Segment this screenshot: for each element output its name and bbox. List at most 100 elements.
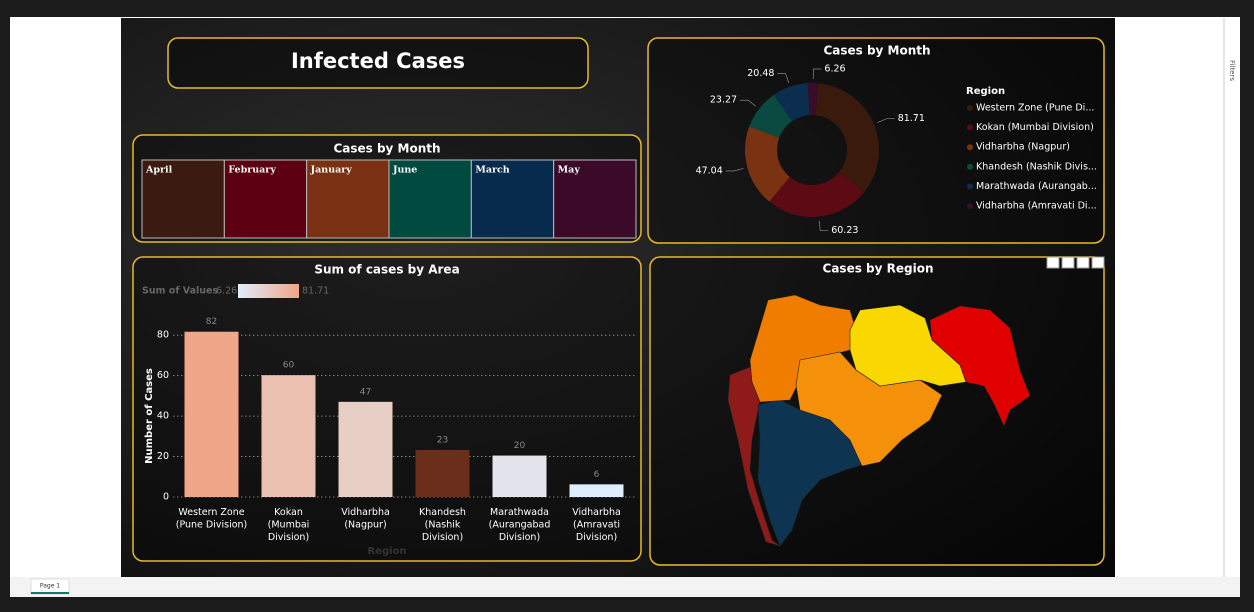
- x-tick-label: Western Zone (Pune Division): [176, 507, 248, 531]
- dashboard-title: Infected Cases: [291, 49, 465, 73]
- color-scale-bar: [238, 284, 299, 298]
- map-region[interactable]: [929, 305, 1031, 427]
- leader-line: [740, 99, 757, 107]
- data-label: 60.23: [831, 225, 858, 236]
- tile-label: May: [558, 165, 581, 176]
- leader-line: [777, 73, 790, 84]
- toolbar-button[interactable]: [1061, 256, 1075, 269]
- legend-marker: [967, 124, 973, 131]
- legend-label: Marathwada (Aurangab...: [976, 181, 1097, 192]
- x-tick-label-line: (Nagpur): [344, 519, 386, 530]
- bar: [569, 484, 624, 497]
- x-tick-label-line: Marathwada: [490, 507, 549, 518]
- bar: [415, 449, 470, 497]
- data-label: 60: [283, 361, 295, 371]
- leader-line: [877, 118, 895, 123]
- toolbar-button[interactable]: [1091, 256, 1105, 269]
- legend-marker: [967, 105, 973, 111]
- bar: [338, 401, 393, 497]
- legend-marker: [967, 144, 973, 151]
- toolbar-button[interactable]: [1046, 256, 1060, 269]
- y-tick-label: 80: [157, 330, 169, 341]
- x-tick-label-line: Western Zone: [178, 507, 244, 518]
- legend-marker: [967, 163, 973, 170]
- x-tick-label-line: (Nashik: [425, 519, 461, 530]
- tile: [553, 159, 637, 239]
- bar: [492, 455, 547, 497]
- legend-label: Vidharbha (Amravati Di...: [976, 201, 1097, 212]
- tile-label: June: [392, 165, 417, 176]
- donut-slice: [815, 83, 879, 192]
- x-tick-label-line: Division): [499, 532, 540, 543]
- legend-marker: [967, 203, 973, 209]
- y-tick-label: 20: [157, 451, 169, 462]
- x-tick-label-line: (Amravati: [573, 519, 620, 530]
- chart-title: Cases by Region: [823, 262, 934, 276]
- chart-title: Cases by Month: [333, 142, 440, 156]
- x-tick-label-line: (Aurangabad: [489, 519, 551, 530]
- x-tick-label: Vidharbha (Amravati Division): [572, 507, 621, 543]
- color-scale-max: 81.71: [302, 286, 329, 297]
- leader-line: [818, 220, 829, 231]
- tile: [470, 159, 555, 239]
- toolbar-button[interactable]: [1076, 256, 1090, 269]
- tab-bar: [10, 577, 1240, 597]
- x-tick-label: Vidharbha (Nagpur): [341, 507, 390, 531]
- x-tick-label-line: Division): [576, 532, 617, 543]
- x-tick-label-line: Kokan: [274, 507, 303, 518]
- donut-slice: [769, 171, 865, 218]
- filters-label[interactable]: Filters: [1228, 60, 1236, 81]
- data-label: 47.04: [696, 166, 723, 177]
- x-tick-label-line: Division): [422, 532, 463, 543]
- tile-label: January: [310, 165, 353, 176]
- data-label: 47: [360, 387, 371, 397]
- tile-label: April: [145, 165, 173, 176]
- bar: [184, 331, 239, 497]
- data-label: 23: [437, 435, 448, 445]
- y-axis-title: Number of Cases: [144, 368, 155, 464]
- tile: [141, 159, 225, 239]
- legend-label: Khandesh (Nashik Divis...: [976, 161, 1097, 172]
- color-scale-title: Sum of Values: [142, 286, 218, 297]
- color-scale-min: 6.26: [216, 286, 237, 297]
- legend-label: Western Zone (Pune Di...: [976, 103, 1094, 114]
- title-box: [167, 37, 589, 89]
- legend-label: Vidharbha (Nagpur): [976, 142, 1070, 153]
- data-label: 6: [594, 470, 600, 480]
- tile-label: February: [228, 165, 276, 176]
- data-label: 82: [206, 317, 217, 327]
- x-tick-label: Khandesh (Nashik Division): [419, 507, 466, 543]
- x-axis-title: Region: [367, 546, 406, 557]
- data-label: 20: [514, 441, 526, 451]
- donut-slice: [807, 83, 819, 116]
- x-tick-label-line: Khandesh: [419, 507, 466, 518]
- donut-slice: [774, 83, 810, 122]
- x-tick-label-line: Vidharbha: [341, 507, 390, 518]
- tile: [388, 159, 472, 239]
- page-tab-label[interactable]: Page 1: [40, 583, 60, 590]
- legend-label: Kokan (Mumbai Division): [976, 122, 1094, 133]
- legend-marker: [967, 183, 973, 190]
- tile: [306, 159, 390, 239]
- y-tick-label: 60: [157, 370, 169, 381]
- data-label: 81.71: [898, 113, 925, 124]
- chart-title: Sum of cases by Area: [314, 263, 459, 277]
- x-tick-label-line: Division): [268, 532, 309, 543]
- leader-line: [812, 68, 822, 80]
- y-tick-label: 0: [163, 492, 169, 503]
- chart-title: Cases by Month: [823, 44, 930, 58]
- tile-label: March: [475, 165, 509, 176]
- y-tick-label: 40: [157, 411, 169, 422]
- leader-line: [725, 168, 744, 172]
- donut-slice: [749, 94, 793, 138]
- visual-toolbar: [1046, 256, 1105, 269]
- x-tick-label-line: (Mumbai: [268, 519, 310, 530]
- x-tick-label-line: (Pune Division): [176, 519, 248, 530]
- data-label: 23.27: [710, 95, 737, 106]
- donut-slice: [744, 126, 790, 202]
- x-tick-label-line: Vidharbha: [572, 507, 621, 518]
- bar: [261, 375, 316, 497]
- legend-title: Region: [966, 86, 1005, 97]
- map-shapes: [727, 294, 1031, 547]
